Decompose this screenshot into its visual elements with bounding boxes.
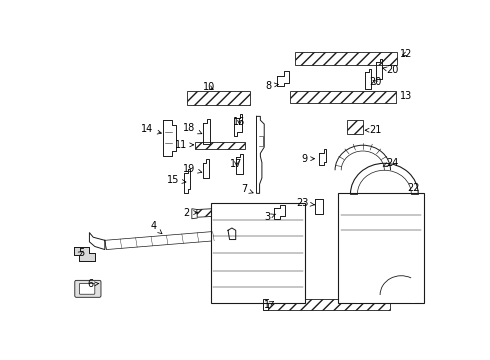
Bar bbox=[187, 91, 250, 105]
Bar bbox=[295, 53, 397, 65]
Text: 16: 16 bbox=[233, 117, 245, 127]
Text: 22: 22 bbox=[408, 183, 420, 193]
Text: 18: 18 bbox=[183, 123, 202, 134]
Text: 5: 5 bbox=[78, 248, 84, 258]
Bar bbox=[197, 207, 251, 217]
Text: 14: 14 bbox=[141, 125, 161, 134]
Bar bbox=[338, 193, 424, 303]
Text: 3: 3 bbox=[264, 212, 276, 222]
Bar bbox=[290, 91, 396, 103]
Text: 6: 6 bbox=[87, 279, 99, 289]
Text: 4: 4 bbox=[150, 221, 162, 234]
Text: 2: 2 bbox=[183, 208, 197, 217]
Text: 13: 13 bbox=[400, 91, 412, 100]
Bar bbox=[268, 299, 390, 310]
Bar bbox=[347, 120, 363, 134]
Polygon shape bbox=[105, 230, 229, 249]
Text: 11: 11 bbox=[175, 140, 194, 150]
Text: 12: 12 bbox=[400, 49, 412, 59]
Text: 17: 17 bbox=[230, 159, 243, 169]
Text: 21: 21 bbox=[365, 125, 381, 135]
FancyBboxPatch shape bbox=[79, 283, 95, 294]
Text: 20: 20 bbox=[369, 77, 381, 87]
Text: 19: 19 bbox=[183, 164, 202, 174]
Text: 15: 15 bbox=[167, 175, 186, 185]
Text: 20: 20 bbox=[383, 65, 398, 75]
Text: 9: 9 bbox=[301, 154, 315, 164]
Text: 10: 10 bbox=[203, 82, 215, 92]
Text: 23: 23 bbox=[296, 198, 315, 208]
Text: 24: 24 bbox=[383, 158, 398, 167]
FancyBboxPatch shape bbox=[75, 280, 101, 297]
Polygon shape bbox=[74, 247, 95, 261]
Text: 7: 7 bbox=[241, 184, 253, 194]
Bar bbox=[195, 142, 245, 149]
Text: 1: 1 bbox=[264, 300, 273, 310]
Bar bbox=[211, 203, 305, 303]
Text: 8: 8 bbox=[266, 81, 278, 91]
